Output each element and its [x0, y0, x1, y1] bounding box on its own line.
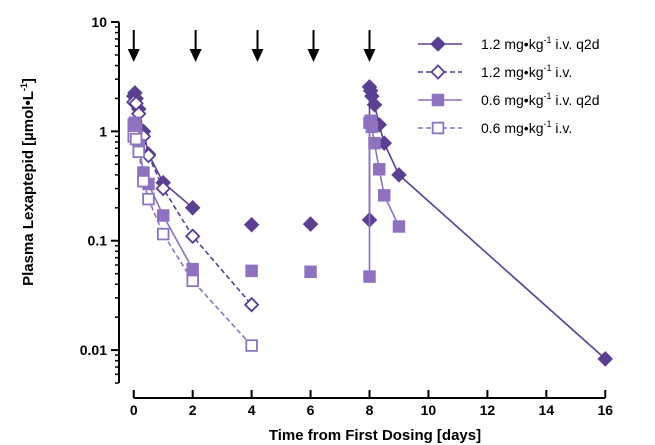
y-tick-label: 10 [91, 14, 107, 30]
dosing-arrow [189, 30, 202, 62]
data-point [184, 200, 201, 216]
data-point [243, 216, 260, 233]
legend-item: 0.6 mg•kg-1 i.v. q2d [418, 91, 600, 108]
x-tick-label: 8 [366, 402, 374, 418]
legend: 1.2 mg•kg-1 i.v. q2d 1.2 mg•kg-1 i.v. 0.6 … [418, 35, 600, 136]
data-point [245, 339, 258, 352]
data-point [391, 167, 407, 183]
y-axis-label: Plasma Lexaptepid [µmol•L-1] [19, 78, 37, 286]
data-point [245, 264, 258, 278]
data-point [304, 265, 317, 279]
data-point [597, 351, 614, 367]
dosing-arrow-head [251, 49, 264, 62]
data-point [186, 274, 199, 288]
data-point [142, 192, 155, 206]
x-tick-label: 2 [189, 402, 197, 418]
x-axis-label: Time from First Dosing [days] [269, 427, 481, 444]
legend-item: 1.2 mg•kg-1 i.v. q2d [418, 35, 600, 52]
data-point [156, 227, 170, 241]
dosing-arrows [127, 30, 376, 62]
legend-marker [431, 121, 445, 135]
x-tick-label: 0 [130, 402, 138, 418]
data-point [365, 120, 379, 134]
dosing-arrow-head [127, 49, 140, 62]
y-tick-label: 1 [99, 123, 107, 139]
series-2 [125, 94, 260, 313]
x-tick-label: 16 [597, 402, 613, 418]
legend-marker [431, 93, 445, 107]
dosing-arrow [363, 30, 376, 62]
x-tick-label: 12 [480, 402, 496, 418]
legend-item: 1.2 mg•kg-1 i.v. [418, 63, 572, 80]
legend-item: 0.6 mg•kg-1 i.v. [418, 119, 572, 136]
x-tick-label: 6 [307, 402, 315, 418]
data-point [363, 270, 376, 283]
dosing-arrow [307, 30, 320, 62]
series-layer [125, 79, 614, 367]
dosing-arrow [251, 30, 264, 62]
data-point [155, 180, 171, 197]
data-point [243, 296, 260, 313]
data-point [184, 228, 201, 244]
data-point [156, 209, 170, 222]
series-4 [127, 130, 258, 352]
data-point [372, 163, 386, 176]
legend-marker [430, 64, 446, 80]
y-tick-label: 0.1 [88, 233, 108, 249]
legend-label: 0.6 mg•kg-1 i.v. [481, 119, 572, 136]
legend-marker [430, 36, 446, 52]
dosing-arrow-head [189, 49, 202, 62]
dosing-arrow [127, 30, 140, 62]
data-point [378, 189, 391, 202]
series-line [133, 135, 253, 347]
data-point [392, 220, 406, 233]
x-tick-label: 4 [248, 402, 256, 418]
axes-layer: 0.01 0.1 1 10 0 2 4 6 8 10 12 14 16 [80, 14, 614, 418]
data-point [366, 97, 383, 113]
data-point [186, 262, 199, 276]
x-tick-label: 10 [421, 402, 437, 418]
dosing-arrow-head [363, 49, 376, 62]
data-point [132, 145, 145, 159]
legend-label: 0.6 mg•kg-1 i.v. q2d [481, 91, 600, 108]
y-tick-label: 0.01 [80, 342, 107, 358]
data-point [129, 132, 143, 146]
legend-label: 1.2 mg•kg-1 i.v. [481, 63, 572, 80]
data-point [137, 174, 150, 188]
data-point [302, 216, 319, 232]
dosing-arrow-head [307, 49, 320, 62]
legend-label: 1.2 mg•kg-1 i.v. q2d [481, 35, 600, 52]
data-point [368, 136, 381, 150]
x-tick-label: 14 [539, 402, 555, 418]
